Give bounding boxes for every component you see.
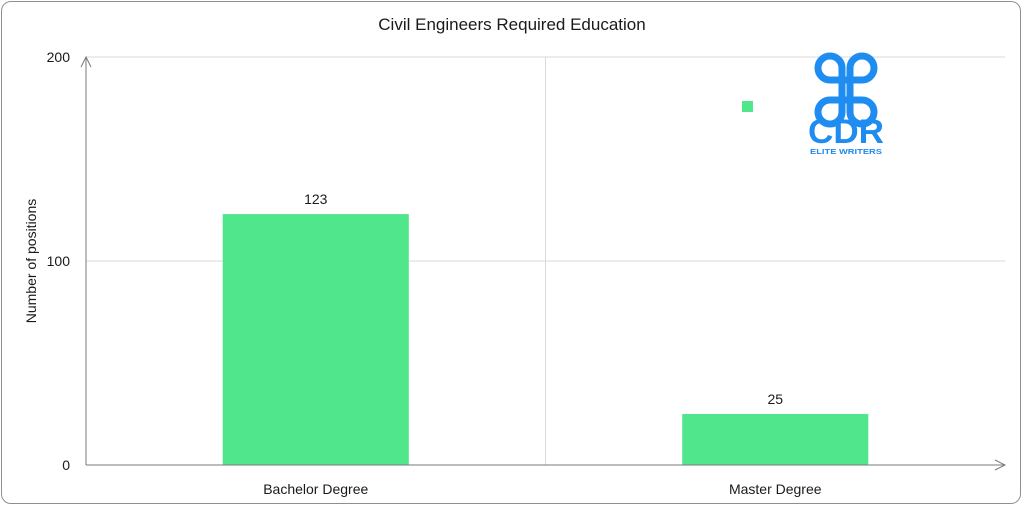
y-axis-label: Number of positions (23, 199, 39, 324)
y-tick-labels: 0 100 200 (47, 49, 71, 473)
logo-text: CDR (808, 113, 884, 151)
y-tick-label: 100 (47, 253, 71, 269)
y-tick-label: 200 (47, 49, 71, 65)
bar (222, 214, 409, 465)
x-tick-label: Bachelor Degree (263, 481, 368, 497)
cdr-logo: CDR ELITE WRITERS (808, 52, 884, 156)
data-label: 123 (304, 191, 328, 207)
x-tick-labels: Bachelor Degree Master Degree (263, 481, 822, 497)
x-axis-arrow (994, 459, 1007, 471)
legend-marker (742, 101, 753, 112)
x-tick-label: Master Degree (729, 481, 822, 497)
bars: 123 25 (222, 191, 869, 465)
bar (682, 414, 869, 465)
logo-subtext: ELITE WRITERS (810, 149, 882, 156)
y-axis-arrow (80, 55, 92, 68)
chart-title: Civil Engineers Required Education (378, 15, 645, 34)
y-tick-label: 0 (62, 457, 70, 473)
data-label: 25 (767, 391, 783, 407)
